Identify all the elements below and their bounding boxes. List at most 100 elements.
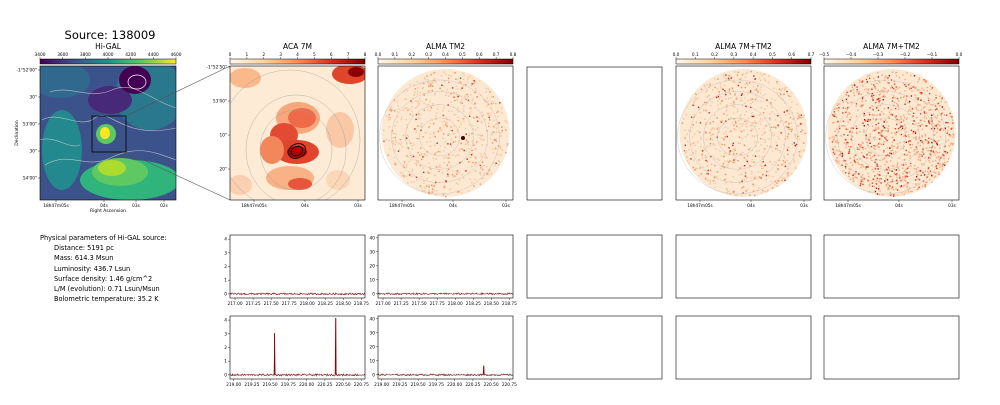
alma-7m-tm2-pixel: [691, 136, 694, 138]
alma-tm2-pixel: [426, 151, 429, 153]
alma-7m-tm2-b-pixel: [864, 114, 866, 117]
alma-tm2-pixel: [453, 125, 455, 127]
alma-7m-tm2-b-pixel: [872, 178, 875, 181]
alma-7m-tm2-b-pixel: [891, 86, 894, 89]
alma-tm2-pixel: [492, 131, 495, 133]
alma-7m-tm2-b-pixel: [861, 99, 864, 101]
alma-tm2-pixel: [445, 123, 447, 125]
alma-7m-tm2-b-pixel: [865, 138, 868, 140]
alma-7m-tm2-b-pixel: [906, 154, 908, 156]
alma-7m-tm2-b-pixel: [893, 83, 896, 85]
alma-7m-tm2-b-pixel: [879, 159, 881, 162]
alma-7m-tm2-b-pixel: [937, 115, 939, 117]
alma-7m-tm2-pixel: [728, 161, 730, 163]
alma-7m-tm2-b-pixel: [931, 181, 933, 183]
alma-tm2-pixel: [448, 110, 450, 112]
alma-7m-tm2-b-pixel: [863, 131, 865, 133]
alma-7m-tm2-pixel: [709, 85, 711, 87]
alma-tm2-pixel: [476, 96, 478, 98]
alma-7m-tm2-b-pixel: [898, 174, 901, 176]
alma-7m-tm2-pixel: [694, 144, 696, 147]
alma-7m-tm2-pixel: [694, 169, 696, 171]
alma-tm2-pixel: [483, 100, 486, 102]
alma-tm2-pixel: [438, 129, 440, 132]
alma-7m-tm2-pixel: [740, 130, 743, 133]
alma-tm2-pixel: [462, 108, 464, 110]
alma-7m-tm2-b-pixel: [853, 84, 856, 86]
alma-tm2-pixel: [404, 98, 406, 100]
alma-7m-tm2-pixel: [705, 109, 707, 112]
alma-7m-tm2-b-pixel: [899, 186, 902, 189]
alma-7m-tm2-b-pixel: [891, 187, 893, 189]
alma-7m-tm2-b-pixel: [855, 176, 857, 179]
alma-7m-tm2-b-pixel: [889, 146, 891, 149]
alma-7m-tm2-b-pixel: [918, 125, 920, 127]
alma-tm2-pixel: [495, 127, 498, 129]
alma-tm2-pixel: [480, 135, 482, 137]
alma-7m-tm2-b-pixel: [935, 94, 937, 96]
alma-7m-tm2-pixel: [759, 79, 762, 81]
alma-7m-tm2-pixel: [756, 189, 758, 192]
alma-7m-tm2-b-pixel: [917, 81, 919, 83]
alma-7m-tm2-b-pixel: [895, 89, 897, 91]
alma-tm2-pixel: [441, 84, 443, 86]
alma-tm2-pixel: [389, 117, 391, 119]
alma-7m-tm2-b-pixel: [885, 184, 887, 187]
alma-7m-tm2-b-pixel: [910, 129, 913, 132]
alma-tm2-pixel: [435, 166, 438, 168]
alma-7m-tm2-b-pixel: [865, 148, 867, 150]
alma-7m-tm2-b-pixel: [869, 74, 871, 77]
alma-tm2-pixel: [393, 157, 396, 159]
alma-7m-tm2-b-pixel: [879, 93, 881, 95]
alma-7m-tm2-pixel: [738, 136, 741, 138]
alma-7m-tm2-b-pixel: [938, 173, 941, 176]
alma-7m-tm2-pixel: [784, 114, 786, 116]
spec-tm2-2-xtick-label: 220.75: [502, 382, 517, 388]
alma-7m-tm2-b-pixel: [874, 148, 876, 151]
alma-7m-tm2-b-pixel: [871, 185, 874, 187]
spec-tm2-2-line: [377, 365, 514, 377]
alma-7m-tm2-title: ALMA 7M+TM2: [715, 42, 772, 51]
alma-7m-tm2-b-pixel: [849, 178, 852, 180]
alma-7m-tm2-b-pixel: [908, 166, 910, 168]
alma-7m-tm2-b-pixel: [933, 152, 936, 154]
alma-7m-tm2-b-pixel: [842, 107, 844, 109]
alma-7m-tm2-b-pixel: [851, 86, 853, 88]
alma-tm2-pixel: [394, 110, 396, 112]
alma-tm2-pixel: [486, 157, 488, 159]
alma-7m-tm2-b-pixel: [904, 90, 906, 92]
aca-colorbar-tick-label: 8: [364, 52, 367, 58]
alma-7m-tm2-b-pixel: [860, 183, 862, 185]
alma-7m-tm2-pixel: [776, 169, 779, 171]
alma-7m-tm2-pixel: [789, 128, 791, 130]
alma-7m-tm2-b-pixel: [843, 142, 846, 144]
alma-tm2-pixel: [461, 161, 463, 163]
alma-tm2-pixel: [436, 112, 438, 114]
alma-7m-tm2-b-pixel: [878, 170, 881, 173]
alma-7m-tm2-pixel: [769, 117, 771, 120]
alma-tm2-pixel: [465, 84, 467, 86]
alma-7m-tm2-b-pixel: [877, 89, 879, 92]
alma-7m-tm2-b-pixel: [893, 80, 896, 82]
alma-tm2-pixel: [439, 127, 441, 129]
alma-7m-tm2-b-pixel: [889, 192, 892, 194]
alma-tm2-colorbar-tick-label: 0.3: [425, 52, 432, 58]
alma-7m-tm2-b-pixel: [836, 157, 839, 159]
alma-7m-tm2-pixel: [777, 126, 780, 128]
alma-7m-tm2-b-pixel: [833, 108, 835, 111]
alma-7m-tm2-pixel: [711, 128, 713, 130]
alma-tm2-pixel: [400, 116, 403, 119]
alma-7m-tm2-pixel: [771, 98, 773, 100]
alma-7m-tm2-b-pixel: [905, 85, 907, 88]
alma-7m-tm2-pixel: [708, 94, 710, 97]
higal-blob: [40, 66, 90, 98]
alma-tm2-pixel: [416, 162, 418, 164]
alma-7m-tm2-b-pixel: [866, 141, 869, 144]
alma-7m-tm2-b-pixel: [939, 95, 941, 97]
alma-tm2-pixel: [470, 111, 472, 113]
alma-7m-tm2-b-pixel: [840, 135, 842, 137]
alma-7m-tm2-b-pixel: [936, 141, 938, 143]
alma-7m-tm2-b-pixel: [894, 128, 897, 130]
empty-spectrum-panel: [675, 234, 812, 299]
alma-tm2-pixel: [475, 162, 477, 164]
